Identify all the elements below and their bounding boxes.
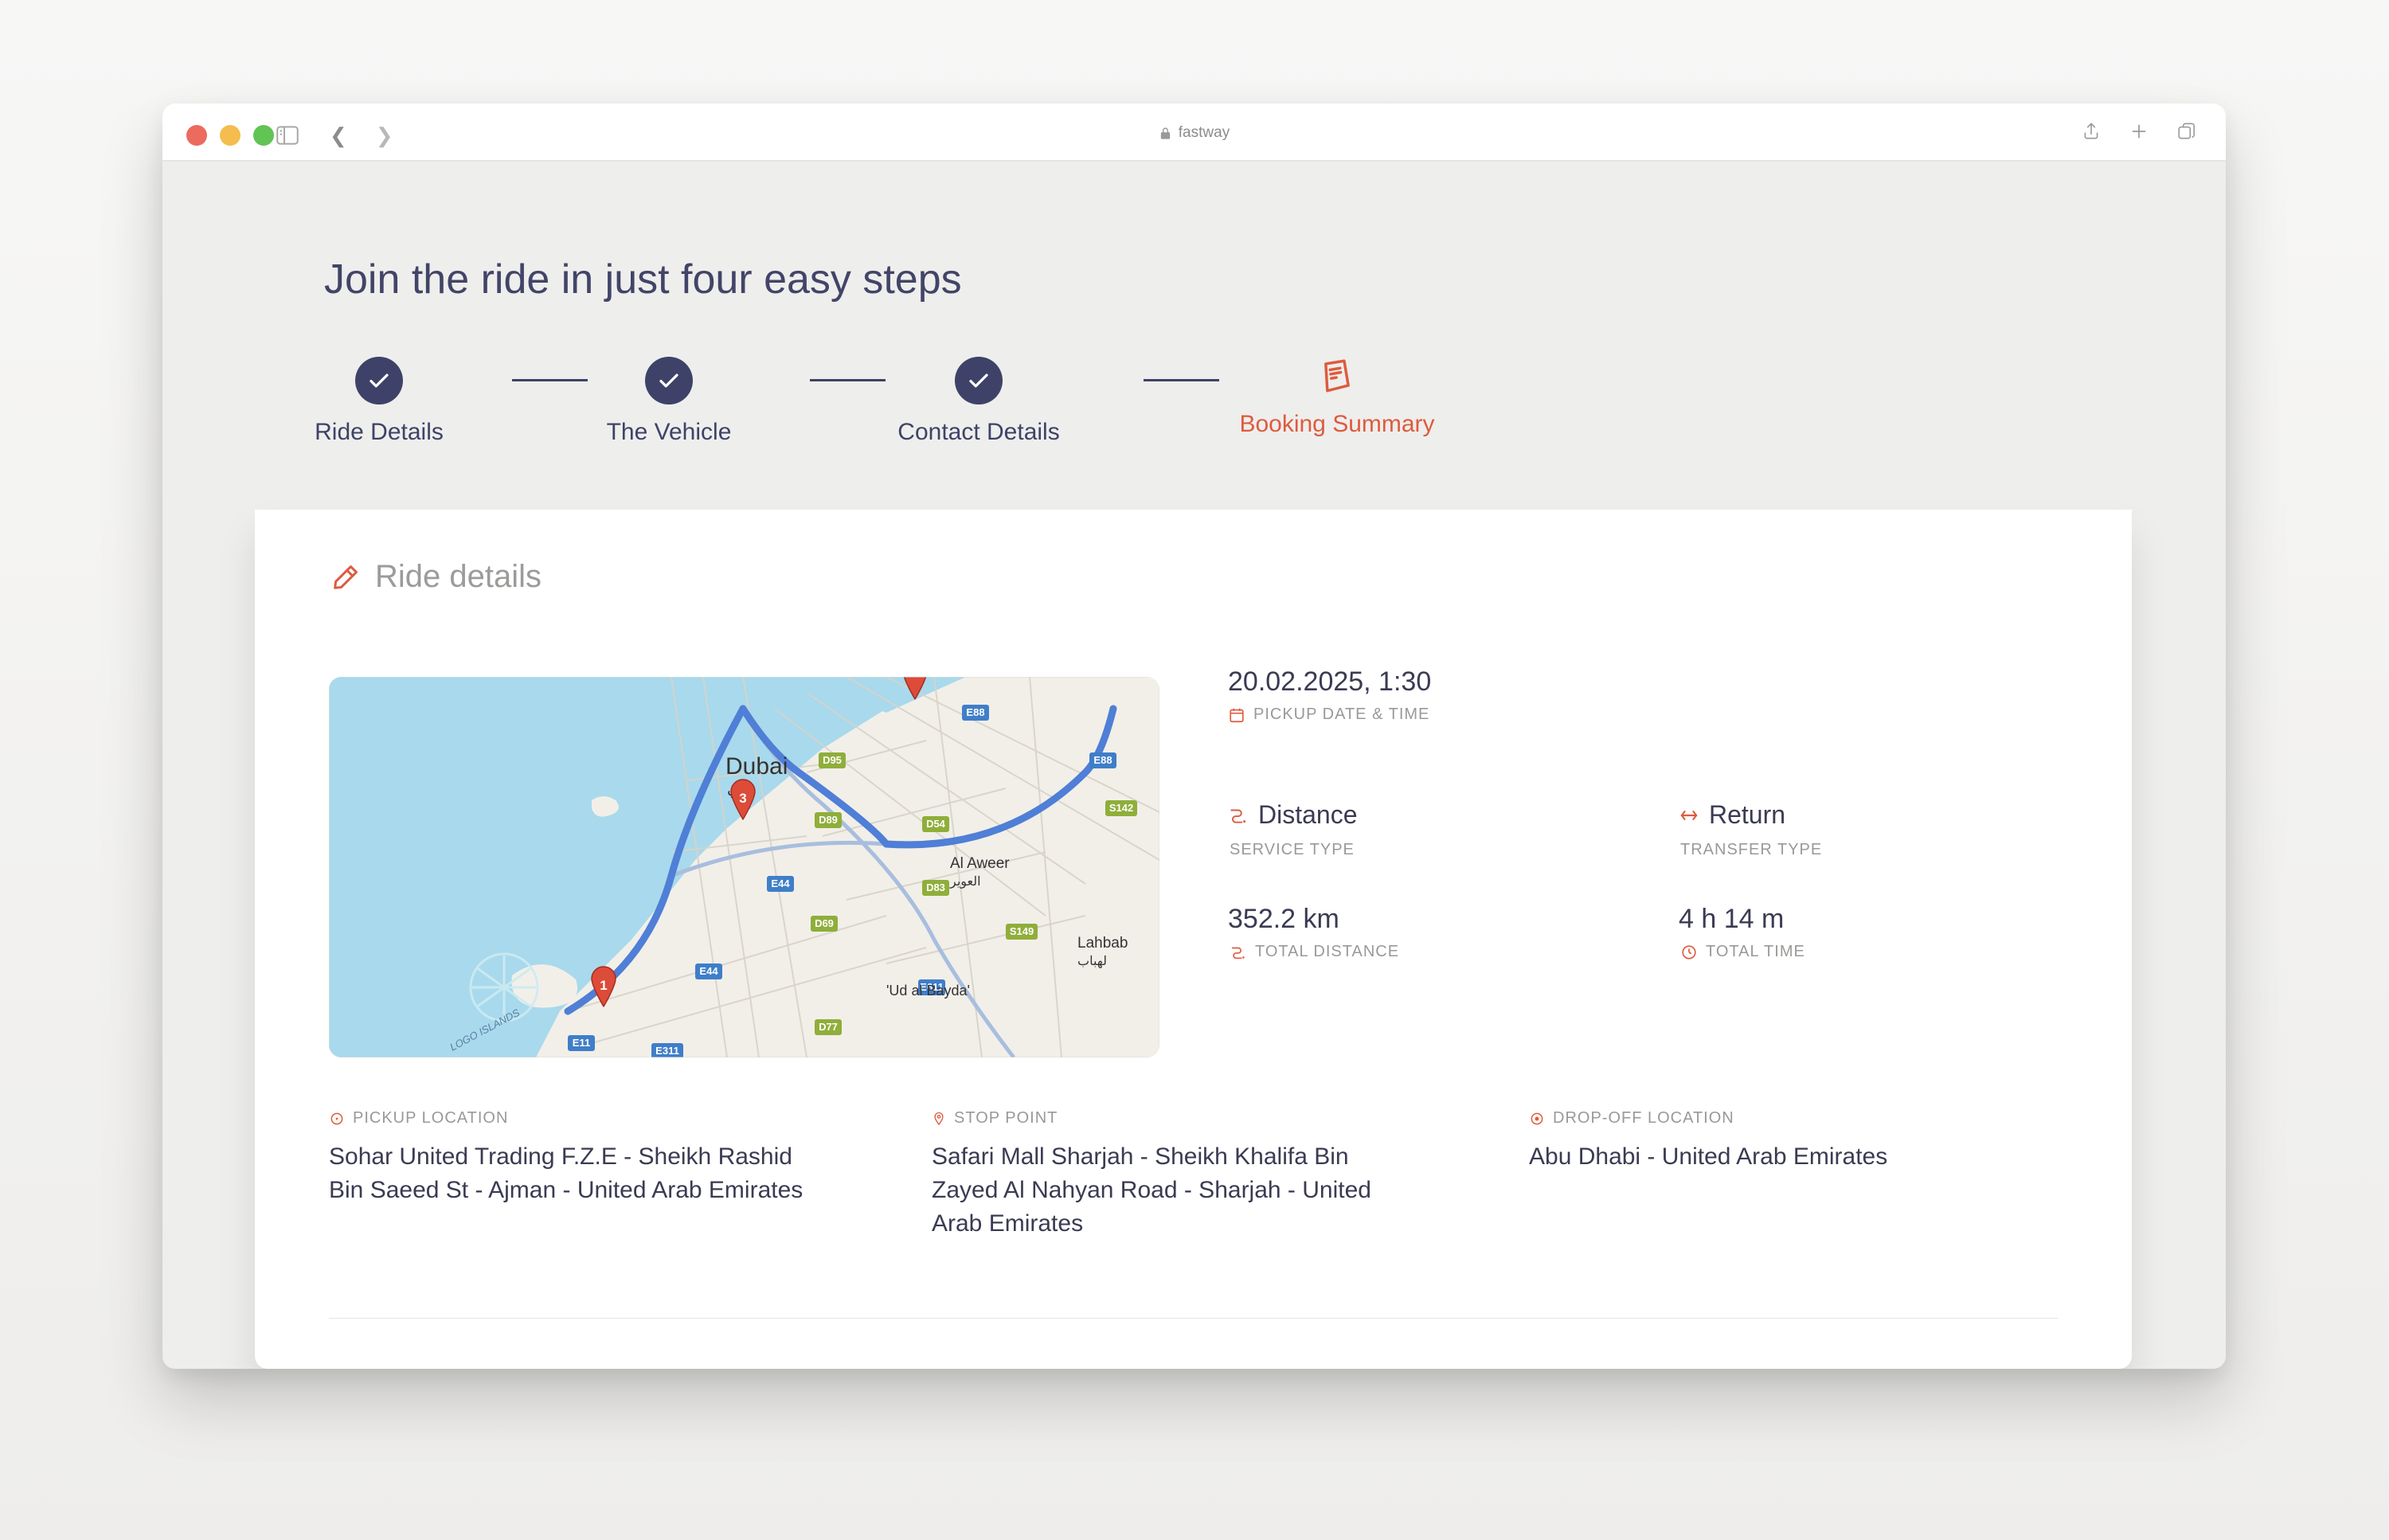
svg-text:D89: D89	[819, 814, 838, 826]
svg-text:3: 3	[739, 791, 746, 806]
svg-text:E88: E88	[966, 706, 984, 718]
svg-text:العوير: العوير	[949, 875, 981, 889]
svg-text:Dubai: Dubai	[725, 753, 788, 780]
svg-text:E311: E311	[655, 1045, 679, 1057]
svg-text:S142: S142	[1109, 802, 1133, 814]
svg-text:E44: E44	[771, 877, 790, 889]
svg-text:S149: S149	[1010, 925, 1034, 937]
svg-text:E44: E44	[699, 965, 718, 977]
svg-text:Al Aweer: Al Aweer	[950, 855, 1010, 872]
svg-text:D54: D54	[926, 818, 946, 830]
svg-text:'Ud al Bayda': 'Ud al Bayda'	[886, 983, 970, 999]
svg-text:D95: D95	[823, 754, 842, 766]
svg-text:D69: D69	[815, 917, 834, 929]
svg-text:1: 1	[600, 978, 607, 993]
svg-text:D77: D77	[819, 1021, 838, 1033]
svg-text:E11: E11	[573, 1037, 590, 1049]
svg-text:Lahbab: Lahbab	[1077, 935, 1128, 952]
svg-text:لهباب: لهباب	[1077, 955, 1107, 968]
svg-text:D83: D83	[926, 881, 945, 893]
svg-text:E88: E88	[1093, 754, 1112, 766]
